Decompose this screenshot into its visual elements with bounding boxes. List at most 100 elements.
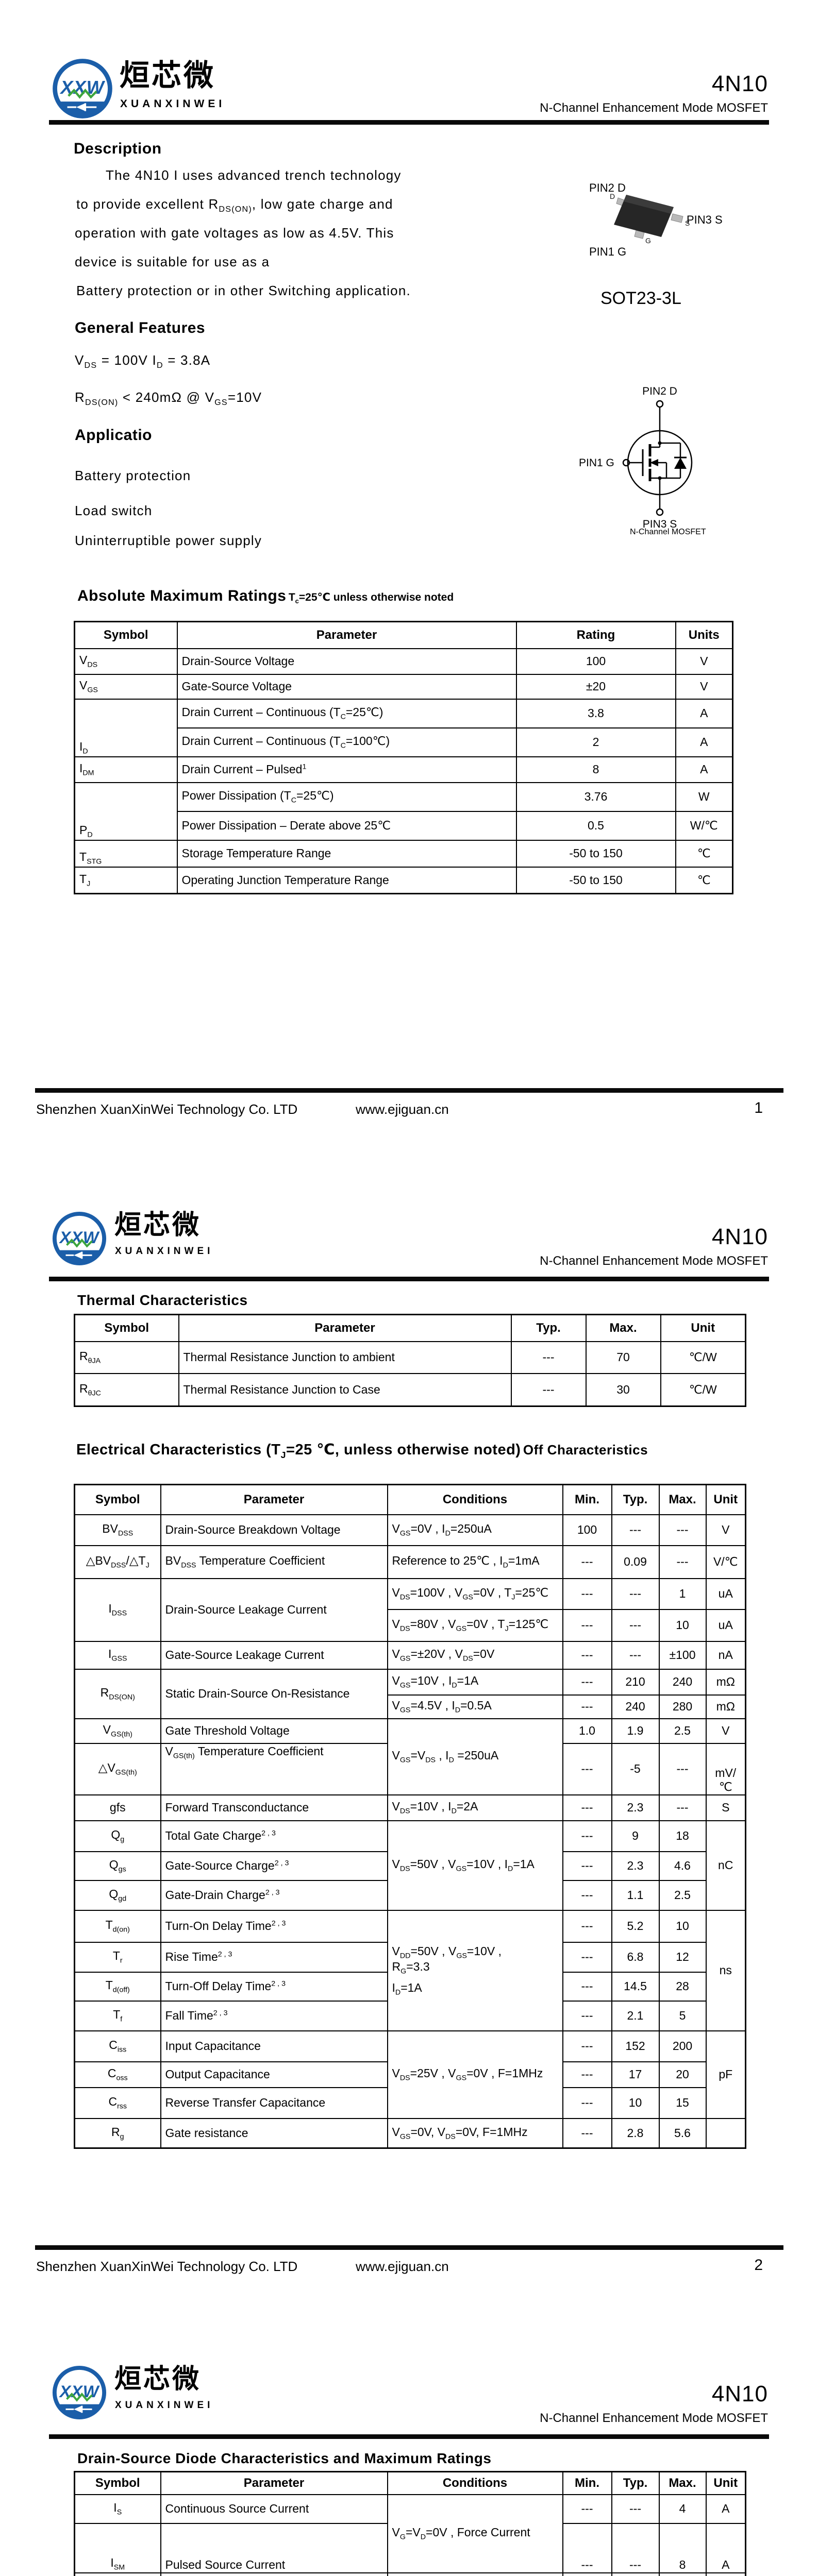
table-row: BVDSS Drain-Source Breakdown Voltage VGS… — [74, 1514, 746, 1546]
part-subtitle: N-Channel Enhancement Mode MOSFET — [540, 1254, 768, 1268]
header-rule — [49, 1277, 769, 1281]
table-row: IDM Drain Current – Pulsed1 8 A — [74, 756, 733, 783]
table-row: Td(on) Turn-On Delay Time2 , 3 VDD=50V ,… — [74, 1909, 746, 2031]
rating-cell: 2 — [515, 727, 676, 757]
rating-cell: ±20 — [515, 673, 676, 700]
package-pin2-label: PIN2 D — [589, 181, 626, 194]
table-row: Ciss Input Capacitance VDS=25V , VGS=0V … — [74, 2030, 746, 2119]
cond-cell: Reference to 25℃ , ID=1mA — [387, 1545, 563, 1579]
diode-table: Symbol Parameter Conditions Min. Typ. Ma… — [74, 2471, 746, 2576]
application-item: Battery protection — [75, 468, 191, 483]
rating-cell: 3.8 — [515, 698, 676, 728]
units-cell: W — [675, 782, 733, 812]
table-row: Td(off) Turn-Off Delay Time2 , 3 --- 14.… — [74, 1971, 746, 2002]
param-cell: Power Dissipation – Derate above 25℃ — [176, 810, 517, 841]
table-row: △VGS(th) VGS(th) Temperature Coefficient… — [74, 1742, 746, 1795]
description-heading: Description — [74, 140, 162, 157]
symbol-cell: IDSS — [74, 1578, 161, 1642]
table-row: RDS(ON) Static Drain-Source On-Resistanc… — [74, 1668, 746, 1719]
electrical-table: Symbol Parameter Conditions Min. Typ. Ma… — [74, 1484, 746, 2149]
symbol-cell: Crss — [74, 2087, 161, 2119]
off-characteristics-heading: Off Characteristics — [523, 1442, 648, 1458]
logo-mark-icon: XXW — [52, 2365, 107, 2420]
logo: XXW 烜芯微 XUANXINWEI — [52, 2365, 381, 2432]
symbol-cell: △BVDSS/△TJ — [74, 1545, 161, 1579]
footer-company: Shenzhen XuanXinWei Technology Co. LTD — [36, 2259, 298, 2274]
abs-max-heading: Absolute Maximum Ratings Tc=25℃ unless o… — [77, 587, 454, 605]
description-line: The 4N10 I uses advanced trench technolo… — [106, 167, 402, 183]
application-heading: Applicatio — [75, 427, 153, 444]
param-cell: Diode Forward Voltage — [160, 2572, 388, 2576]
param-cell: Drain-Source Breakdown Voltage — [160, 1514, 388, 1546]
cond-cell: VGS=0V, VDS=0V, F=1MHz — [387, 2117, 563, 2149]
part-number: 4N10 — [711, 2381, 768, 2406]
param-cell: Static Drain-Source On-Resistance — [160, 1668, 388, 1719]
cond-cell: VDS=100V , VGS=0V , TJ=25℃ — [387, 1578, 563, 1610]
units-cell: ℃ — [675, 839, 733, 868]
param-cell: Thermal Resistance Junction to Case — [178, 1372, 512, 1407]
features-rdson: RDS(ON) < 240mΩ @ VGS=10V — [75, 389, 262, 408]
part-number: 4N10 — [711, 71, 768, 96]
param-cell: Fall Time2 , 3 — [160, 2000, 388, 2031]
description-line: Battery protection or in other Switching… — [76, 283, 411, 298]
symbol-cell: IDM — [74, 756, 178, 783]
symbol-cell: Tr — [74, 1941, 161, 1973]
param-cell: Rise Time2 , 3 — [160, 1941, 388, 1973]
table-row: VGS(th) Gate Threshold Voltage VGS=VDS ,… — [74, 1718, 746, 1795]
brand-chinese: 烜芯微 — [120, 59, 216, 92]
symbol-cell: Qgd — [74, 1879, 161, 1911]
max-cell: 30 — [585, 1372, 661, 1407]
param-cell: BVDSS Temperature Coefficient — [160, 1545, 388, 1579]
param-cell: Gate-Source Charge2 , 3 — [160, 1851, 388, 1881]
cond-cell: VDS=10V , ID=2A — [387, 1794, 563, 1821]
mosfet-symbol-diagram: PIN2 D PIN1 G PIN3 S — [575, 385, 745, 532]
symbol-cell: Rg — [74, 2117, 161, 2149]
application-item: Load switch — [75, 503, 153, 518]
table-row: ISM Pulsed Source Current --- --- 8 A — [74, 2522, 746, 2573]
param-cell: Gate-Source Voltage — [176, 673, 517, 700]
param-cell: Drain Current – Pulsed1 — [176, 756, 517, 783]
part-subtitle: N-Channel Enhancement Mode MOSFET — [540, 101, 768, 115]
cond-line: RG=3.3 — [392, 1960, 430, 1976]
svg-text:D: D — [610, 192, 615, 200]
brand-latin: XUANXINWEI — [115, 2400, 214, 2411]
table-row: Tr Rise Time2 , 3 --- 6.8 12 — [74, 1941, 746, 1973]
units-cell: V — [675, 648, 733, 675]
footer-website: www.ejiguan.cn — [356, 1101, 449, 1117]
param-cell: Continuous Source Current — [160, 2494, 388, 2524]
cond-cell: VGS=VDS , ID =250uA — [387, 1718, 563, 1795]
symbol-cell: RθJA — [74, 1341, 179, 1374]
svg-text:S: S — [685, 219, 690, 227]
param-cell: Gate-Source Leakage Current — [160, 1640, 388, 1670]
footer-rule — [35, 2245, 783, 2250]
thermal-heading: Thermal Characteristics — [77, 1292, 248, 1308]
footer-company: Shenzhen XuanXinWei Technology Co. LTD — [36, 1101, 298, 1117]
brand-latin: XUANXINWEI — [120, 98, 226, 110]
logo: XXW 烜芯微 XUANXINWEI — [52, 1211, 381, 1278]
table-row: gfs Forward Transconductance VDS=10V , I… — [74, 1794, 746, 1821]
package-pin3-label: PIN3 S — [687, 213, 723, 226]
table-row: Drain Current – Continuous (TC=100℃) 2 A — [75, 727, 733, 757]
symbol-cell: Td(on) — [74, 1909, 161, 1943]
cond-cell: VGS=0V , ID=250uA — [387, 1514, 563, 1546]
table-row: VGS Gate-Source Voltage ±20 V — [74, 673, 733, 700]
param-cell: Gate Threshold Voltage — [160, 1718, 388, 1744]
symbol-cell: Tf — [74, 2000, 161, 2031]
footer-page-number: 1 — [754, 1099, 763, 1116]
symbol-cell: VGS(th) — [74, 1718, 161, 1744]
table-row: Crss Reverse Transfer Capacitance --- 10… — [74, 2087, 746, 2119]
table-row: △BVDSS/△TJ BVDSS Temperature Coefficient… — [74, 1545, 746, 1579]
cond-cell: VGS=0V , IS=1A , TJ=25℃ — [387, 2572, 563, 2576]
symbol-cell: VDS — [74, 648, 178, 675]
table-row: Qgd Gate-Drain Charge2 , 3 --- 1.1 2.5 — [74, 1879, 746, 1911]
cond-cell: VDS=25V , VGS=0V , F=1MHz — [387, 2030, 563, 2119]
footer-page-number: 2 — [754, 2257, 763, 2274]
cond-cell: VDS=50V , VGS=10V , ID=1A — [387, 1820, 563, 1911]
description-line: to provide excellent RDS(ON), low gate c… — [76, 196, 393, 214]
mosfet-symbol-caption: N-Channel MOSFET — [630, 528, 706, 536]
units-cell: A — [675, 698, 733, 728]
table-row: Coss Output Capacitance --- 17 20 — [74, 2061, 746, 2088]
param-cell: Thermal Resistance Junction to ambient — [178, 1341, 512, 1374]
param-cell: Operating Junction Temperature Range — [176, 866, 517, 894]
symbol-cell: ISM — [74, 2522, 161, 2573]
